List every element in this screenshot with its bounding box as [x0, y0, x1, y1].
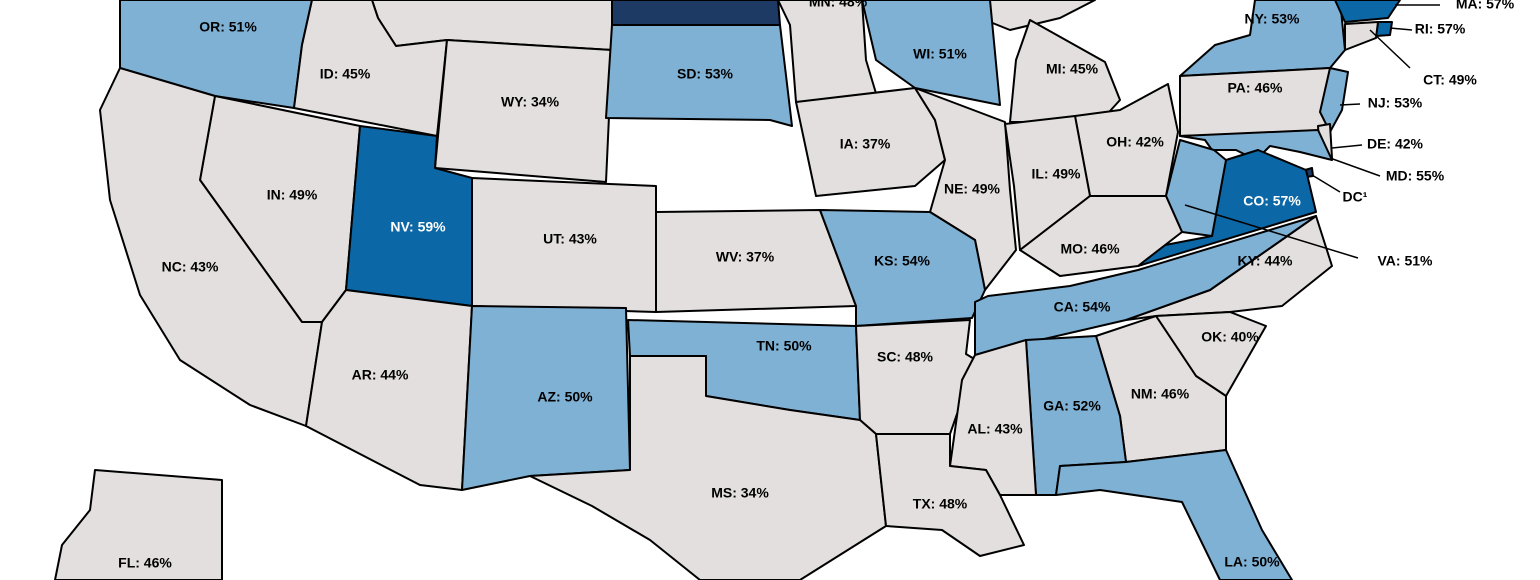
state-label: FL: 46%: [118, 555, 172, 571]
state-label: OR: 51%: [199, 19, 257, 35]
state-shape: [54, 469, 223, 580]
state-shape: [605, 24, 793, 127]
state-label: RI: 57%: [1415, 21, 1466, 37]
state-shape: [434, 39, 613, 183]
state-shape: [1019, 195, 1183, 277]
state-label: TN: 50%: [756, 338, 812, 354]
state-shape: [1344, 21, 1379, 51]
state-labels: OR: 51% ID: 45% WY: 34% SD: 53% MN: 48% WI: 5…: [118, 0, 1515, 571]
state-label: MI: 45%: [1046, 61, 1099, 77]
state-shape: [611, 0, 781, 26]
state-label: PA: 46%: [1228, 80, 1284, 96]
leader-line: [1369, 29, 1411, 69]
state-shape: [305, 289, 473, 491]
leader-line: [1184, 204, 1359, 259]
state-shape: [1179, 67, 1341, 137]
leader-line: [1389, 27, 1413, 31]
state-label: KY: 44%: [1238, 253, 1294, 269]
state-label: IN: 49%: [267, 187, 318, 203]
state-label: MD: 55%: [1386, 168, 1445, 184]
state-shape: [777, 0, 879, 103]
state-shape: [861, 0, 1001, 106]
state-label: AZ: 50%: [537, 389, 593, 405]
state-label: OH: 42%: [1106, 134, 1164, 150]
state-shapes: [54, 0, 1401, 580]
state-label: WI: 51%: [913, 46, 967, 62]
leader-line: [1329, 157, 1381, 177]
state-label: IL: 49%: [1031, 166, 1081, 182]
state-shape: [529, 355, 887, 580]
state-label: SC: 48%: [877, 349, 934, 365]
state-label: CA: 54%: [1054, 299, 1111, 315]
state-label: OK: 40%: [1201, 329, 1259, 345]
state-label: DE: 42%: [1367, 136, 1424, 152]
leader-line: [1331, 144, 1363, 149]
state-label: AL: 43%: [967, 421, 1023, 437]
state-label: WY: 34%: [501, 94, 560, 110]
state-label: NV: 59%: [390, 219, 446, 235]
state-label: AR: 44%: [352, 367, 409, 383]
state-label: VA: 51%: [1378, 253, 1434, 269]
leader-line: [1311, 174, 1341, 193]
leader-line: [1339, 103, 1361, 106]
state-label: TX: 48%: [913, 496, 968, 512]
state-label: MS: 34%: [711, 485, 769, 501]
state-label: NY: 53%: [1245, 11, 1301, 27]
state-label: SD: 53%: [677, 66, 734, 82]
state-label: KS: 54%: [874, 253, 931, 269]
state-shape: [1055, 449, 1293, 580]
state-label: MN: 48%: [809, 0, 868, 10]
state-label: UT: 43%: [543, 231, 597, 247]
state-label: DC¹: [1343, 189, 1368, 205]
state-shape: [875, 433, 1025, 557]
state-label: NJ: 53%: [1368, 95, 1423, 111]
state-label: GA: 52%: [1043, 398, 1101, 414]
state-label: WV: 37%: [716, 249, 775, 265]
state-label: NC: 43%: [162, 259, 219, 275]
state-label: NE: 49%: [944, 181, 1001, 197]
state-label: ID: 45%: [320, 66, 371, 82]
state-label: NM: 46%: [1131, 386, 1190, 402]
state-label: CO: 57%: [1243, 193, 1301, 209]
state-label: IA: 37%: [840, 136, 891, 152]
state-shape: [99, 67, 323, 427]
state-shape: [1334, 0, 1401, 23]
state-label: LA: 50%: [1224, 554, 1280, 570]
state-label: MA: 57%: [1456, 0, 1515, 12]
state-label: MO: 46%: [1060, 241, 1120, 257]
state-shape: [1319, 67, 1349, 133]
state-label: CT: 49%: [1423, 72, 1477, 88]
